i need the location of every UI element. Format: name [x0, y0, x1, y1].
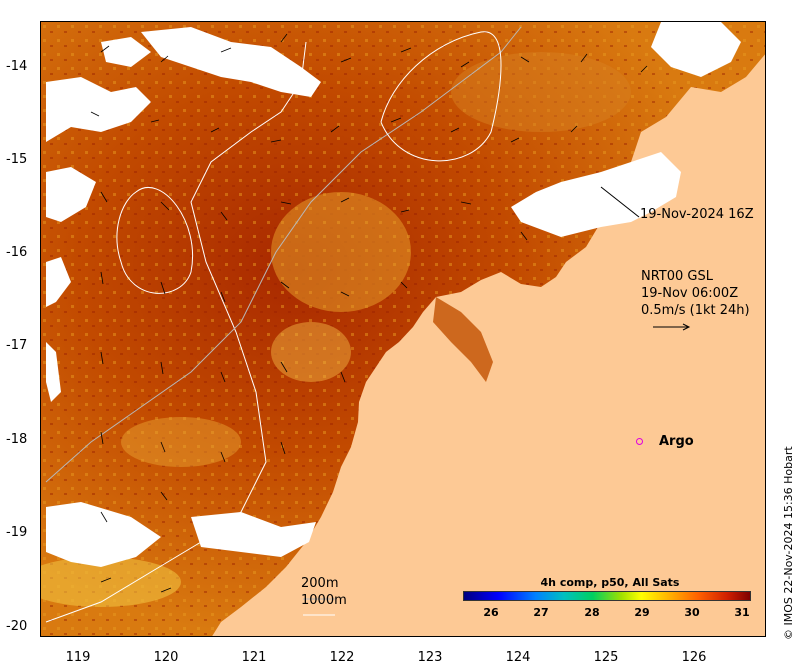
current-time-label: 19-Nov 06:00Z — [641, 286, 739, 301]
estuary — [433, 297, 493, 382]
lat-tick: -18 — [6, 432, 28, 447]
pass-time-pointer — [600, 186, 640, 218]
colorbar-tick: 28 — [584, 606, 600, 619]
cloud-mask — [46, 22, 741, 567]
contour-key-200m: 200m — [301, 576, 339, 591]
sst-cool-patch — [121, 417, 241, 467]
lon-tick: 126 — [681, 650, 707, 665]
colorbar-tick: 31 — [734, 606, 750, 619]
current-model-label: NRT00 GSL — [641, 269, 713, 284]
sst-map — [41, 22, 765, 636]
lon-tick: 122 — [329, 650, 355, 665]
current-vectors — [90, 33, 648, 593]
colorbar-title: 4h comp, p50, All Sats — [540, 576, 680, 589]
lat-tick: -17 — [6, 338, 28, 353]
contour-1000m — [380, 31, 502, 162]
lon-tick: 123 — [417, 650, 443, 665]
lat-tick: -14 — [6, 59, 28, 74]
current-scale-label: 0.5m/s (1kt 24h) — [641, 303, 750, 318]
contour-key-1000m: 1000m — [301, 593, 347, 608]
lon-tick: 124 — [505, 650, 531, 665]
lat-tick: -16 — [6, 245, 28, 260]
sst-cool-patch — [271, 322, 351, 382]
colorbar-tick: 30 — [684, 606, 700, 619]
lon-tick: 121 — [241, 650, 267, 665]
lon-tick: 119 — [65, 650, 91, 665]
map-panel — [40, 21, 766, 637]
colorbar-tick: 27 — [533, 606, 549, 619]
colorbar-tick: 29 — [634, 606, 650, 619]
lat-tick: -20 — [6, 619, 28, 634]
colorbar-tick: 26 — [483, 606, 499, 619]
argo-label: Argo — [659, 434, 694, 449]
argo-float-marker[interactable] — [636, 438, 643, 445]
contour-200m — [45, 26, 522, 483]
lon-tick: 125 — [593, 650, 619, 665]
pass-time-label: 19-Nov-2024 16Z — [640, 207, 754, 222]
contour-1000m — [45, 41, 307, 623]
colorbar — [463, 591, 751, 601]
sst-cool-patch — [451, 52, 631, 132]
lat-tick: -19 — [6, 525, 28, 540]
sst-cool-patch — [41, 557, 181, 607]
sst-cool-patch — [271, 192, 411, 312]
imos-credit: © IMOS 22-Nov-2024 15:36 Hobart — [782, 446, 795, 640]
lat-tick: -15 — [6, 152, 28, 167]
bathymetry-contours — [45, 26, 522, 623]
current-scale-arrow — [653, 323, 691, 331]
contour-1000m — [116, 186, 193, 294]
lon-tick: 120 — [153, 650, 179, 665]
